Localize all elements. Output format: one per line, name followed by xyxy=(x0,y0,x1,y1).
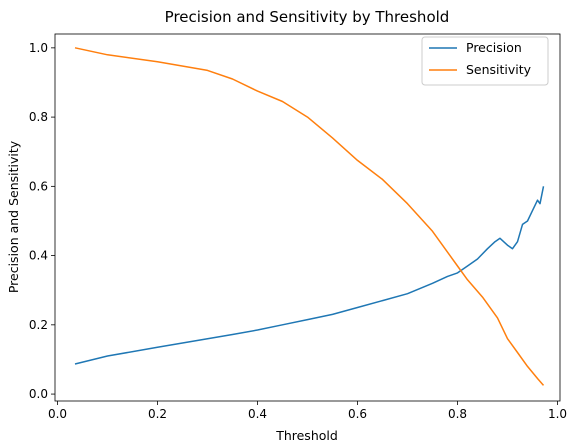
series-line-1 xyxy=(74,47,545,386)
plot-area xyxy=(55,34,560,401)
y-tick-label: 0.8 xyxy=(29,110,48,124)
y-tick-label: 0.0 xyxy=(29,387,48,401)
legend: Precision Sensitivity xyxy=(421,36,549,86)
y-tick-label: 0.4 xyxy=(29,249,48,263)
x-tick-label: 0.4 xyxy=(248,407,267,421)
y-axis: 0.0 0.2 0.4 0.6 0.8 1.0 xyxy=(29,41,55,401)
y-tick-label: 1.0 xyxy=(29,41,48,55)
y-tick-label: 0.6 xyxy=(29,179,48,193)
series-line-0 xyxy=(74,186,545,365)
series-layer xyxy=(74,47,545,386)
x-tick-label: 0.6 xyxy=(348,407,367,421)
x-tick-label: 0.2 xyxy=(148,407,167,421)
x-tick-label: 0.0 xyxy=(48,407,67,421)
y-axis-label: Precision and Sensitivity xyxy=(6,140,21,293)
plot-frame xyxy=(54,33,561,402)
legend-label: Precision xyxy=(466,40,522,55)
x-axis: 0.0 0.2 0.4 0.6 0.8 1.0 xyxy=(48,401,567,421)
x-tick-label: 1.0 xyxy=(548,407,567,421)
legend-box xyxy=(421,36,549,86)
x-axis-label: Threshold xyxy=(275,428,338,443)
legend-label: Sensitivity xyxy=(466,62,532,77)
x-tick-label: 0.8 xyxy=(448,407,467,421)
y-tick-label: 0.2 xyxy=(29,318,48,332)
chart-title: Precision and Sensitivity by Threshold xyxy=(165,8,450,26)
